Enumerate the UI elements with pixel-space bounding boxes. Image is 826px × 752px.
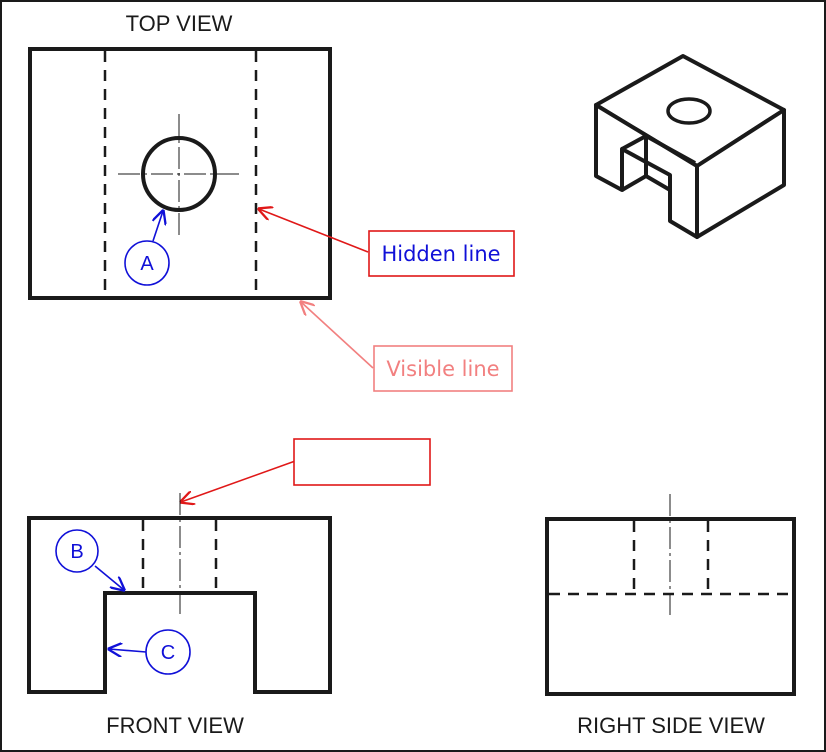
marker-b-circle — [55, 529, 99, 573]
marker-a-circle — [124, 240, 170, 286]
right-side-view-title: RIGHT SIDE VIEW — [577, 713, 765, 738]
marker-c-arrow — [109, 649, 147, 652]
isometric-view — [594, 54, 786, 239]
front-view-title: FRONT VIEW — [106, 713, 244, 738]
visible-line-arrow — [301, 302, 374, 369]
hidden-line-label: Hidden line — [381, 242, 500, 266]
marker-c-letter: C — [161, 642, 175, 664]
callout-blank — [181, 438, 431, 502]
iso-hole-ellipse — [666, 97, 712, 125]
hidden-line-label-box — [368, 230, 515, 277]
marker-a-letter: A — [140, 253, 154, 275]
marker-a-arrow — [153, 211, 163, 242]
marker-b: B — [55, 529, 124, 590]
right-side-view: RIGHT SIDE VIEW — [545, 494, 796, 738]
front-view: FRONT VIEW — [27, 493, 332, 738]
top-view: TOP VIEW — [28, 11, 332, 300]
iso-slot-floor-edge — [620, 174, 672, 192]
top-view-outline — [28, 47, 332, 300]
visible-line-label: Visible line — [386, 357, 499, 381]
visible-line-label-box — [373, 345, 513, 392]
top-view-hole-circle — [141, 136, 217, 212]
marker-b-arrow — [94, 565, 124, 590]
marker-b-letter: B — [70, 541, 83, 563]
callout-visible-line: Visible line — [301, 302, 513, 392]
front-view-outline — [27, 516, 332, 694]
top-view-title: TOP VIEW — [126, 11, 233, 36]
right-side-view-outline — [545, 517, 796, 696]
blank-callout-arrow — [181, 459, 299, 502]
marker-c: C — [109, 629, 191, 675]
blank-callout-box — [293, 438, 431, 486]
marker-a: A — [124, 211, 170, 286]
hidden-line-arrow — [259, 209, 369, 253]
iso-front-face — [594, 103, 699, 239]
callout-hidden-line: Hidden line — [259, 209, 515, 277]
